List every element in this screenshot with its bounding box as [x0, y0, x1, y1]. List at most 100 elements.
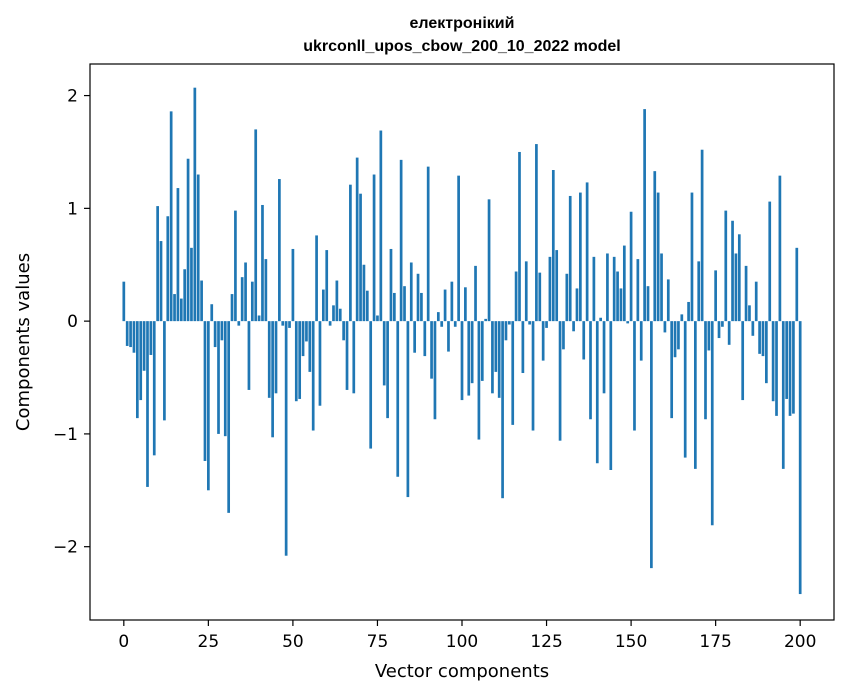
bar-component-13: [166, 216, 170, 322]
bar-component-123: [538, 272, 542, 322]
bar-component-199: [795, 247, 799, 322]
bar-component-65: [342, 321, 345, 341]
bar-component-148: [622, 245, 626, 322]
bar-component-191: [768, 201, 772, 322]
bar-component-160: [663, 321, 667, 333]
bar-component-82: [399, 159, 403, 322]
bar-component-156: [650, 321, 653, 569]
bar-component-140: [595, 321, 599, 464]
bar-component-105: [477, 321, 481, 440]
bar-component-25: [207, 321, 210, 491]
bar-component-124: [541, 321, 545, 361]
bar-component-111: [497, 321, 501, 398]
bar-component-80: [393, 292, 396, 322]
bar-component-26: [210, 304, 214, 322]
bar-component-92: [433, 321, 437, 420]
bar-component-34: [237, 321, 241, 326]
bar-component-186: [751, 321, 755, 336]
bar-component-90: [426, 166, 430, 322]
bar-component-9: [152, 321, 156, 456]
bar-component-119: [524, 261, 528, 322]
bar-component-89: [423, 321, 427, 357]
bar-component-104: [474, 265, 477, 322]
bar-component-127: [551, 170, 555, 322]
bar-component-165: [680, 314, 684, 322]
bar-component-18: [183, 269, 187, 322]
bar-component-114: [507, 321, 511, 325]
bar-component-141: [599, 317, 603, 322]
bar-component-40: [257, 315, 261, 322]
bar-component-16: [176, 188, 180, 322]
bar-component-29: [220, 321, 224, 341]
bar-component-53: [301, 321, 305, 357]
bar-component-113: [504, 321, 508, 341]
bar-component-184: [744, 265, 748, 322]
bar-component-185: [748, 305, 751, 322]
bar-component-167: [687, 301, 690, 322]
bar-component-37: [247, 321, 251, 390]
x-axis: 0 25 50 75 100 125 150 175 200: [118, 620, 816, 652]
bar-component-134: [575, 288, 579, 322]
bar-component-75: [376, 315, 379, 322]
bar-component-117: [518, 151, 521, 322]
bar-component-11: [159, 241, 163, 322]
bar-component-183: [741, 321, 745, 401]
bar-component-84: [406, 321, 410, 498]
bar-component-154: [643, 109, 646, 322]
bar-component-164: [677, 321, 680, 350]
bar-component-24: [203, 321, 207, 461]
bar-component-196: [785, 321, 789, 399]
bar-component-143: [606, 253, 609, 322]
bar-component-93: [436, 312, 440, 322]
bar-component-155: [646, 286, 650, 322]
bar-component-91: [430, 321, 433, 379]
bar-component-200: [798, 321, 802, 595]
bar-component-178: [724, 210, 728, 322]
bar-component-87: [416, 273, 420, 322]
bar-component-32: [230, 294, 234, 322]
bar-component-177: [721, 321, 724, 327]
bar-component-161: [666, 279, 670, 322]
bar-component-72: [365, 290, 369, 322]
bar-component-151: [633, 321, 636, 431]
bar-component-189: [761, 321, 765, 357]
bar-component-173: [707, 321, 711, 351]
bar-component-54: [305, 321, 308, 342]
bar-component-157: [653, 171, 657, 322]
bar-component-4: [135, 321, 139, 419]
bar-component-68: [352, 321, 356, 394]
bar-component-60: [325, 250, 329, 322]
bar-component-133: [572, 321, 575, 332]
bar-component-132: [568, 195, 572, 322]
bar-component-166: [683, 321, 687, 458]
bar-component-39: [254, 129, 258, 322]
bar-component-38: [250, 281, 254, 322]
bar-component-195: [781, 321, 785, 469]
bar-component-46: [278, 179, 281, 322]
bar-component-116: [514, 271, 518, 322]
bar-component-5: [139, 321, 143, 401]
bar-component-125: [545, 321, 548, 328]
bar-component-81: [396, 321, 400, 477]
bar-component-103: [470, 321, 474, 384]
bar-component-45: [274, 321, 278, 394]
bar-component-102: [467, 321, 471, 396]
bar-component-175: [714, 270, 717, 322]
y-tick-label: 2: [67, 87, 78, 107]
bar-component-107: [484, 318, 488, 322]
bar-component-43: [267, 321, 271, 398]
y-tick-label: 0: [67, 312, 78, 332]
x-tick-label: 200: [784, 632, 816, 652]
bar-component-83: [403, 286, 406, 322]
bar-component-21: [193, 87, 197, 322]
bar-component-170: [697, 261, 701, 322]
bar-component-15: [173, 294, 176, 322]
bar-component-153: [639, 321, 643, 361]
bar-component-121: [531, 321, 535, 431]
bar-component-144: [609, 321, 613, 471]
bar-component-159: [660, 253, 663, 322]
x-axis-label: Vector components: [375, 661, 549, 682]
bar-component-48: [284, 321, 288, 556]
bar-component-168: [690, 192, 694, 322]
bar-component-30: [223, 321, 227, 437]
